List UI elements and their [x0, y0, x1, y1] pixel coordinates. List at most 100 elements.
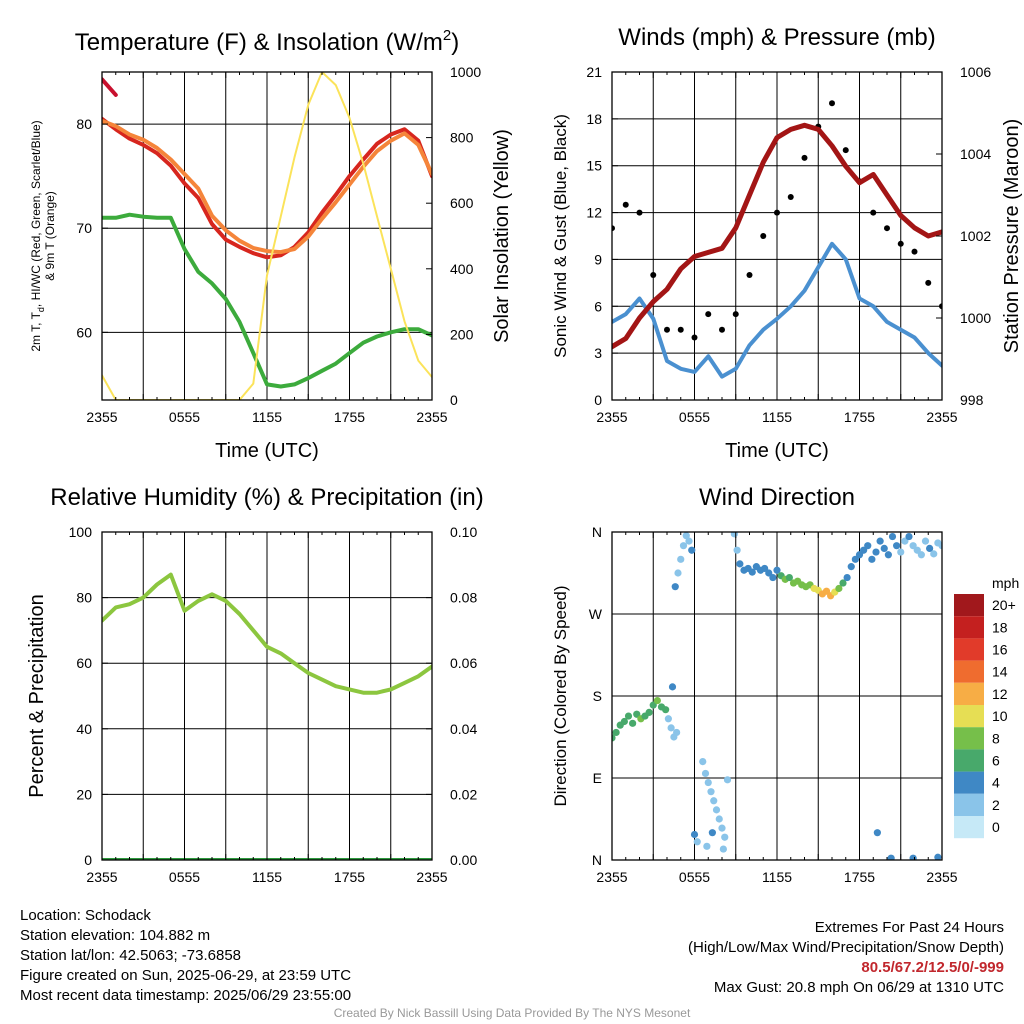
- wind-y2label: Station Pressure (Maroon): [1001, 119, 1023, 354]
- direction-point: [679, 542, 688, 550]
- gust-point: [705, 311, 712, 318]
- colorbar-swatch: [954, 594, 984, 617]
- direction-xtick-label: 0555: [679, 869, 710, 885]
- direction-point: [693, 838, 701, 846]
- colorbar-label: 16: [992, 642, 1008, 658]
- direction-ytick-label: N: [592, 852, 602, 868]
- wind-xtick-label: 1755: [844, 409, 875, 425]
- direction-point: [712, 806, 721, 814]
- direction-point: [887, 854, 895, 860]
- wind-series-sonic-wind: [612, 241, 942, 379]
- direction-point: [633, 710, 641, 718]
- direction-point: [926, 544, 934, 553]
- humidity-xtick-label: 2355: [86, 869, 117, 885]
- temperature-series-td: [102, 212, 432, 389]
- humidity-y2tick-label: 0.10: [450, 524, 477, 540]
- direction-point: [671, 583, 679, 591]
- humidity-ytick-label: 0: [84, 852, 92, 868]
- gust-point: [884, 225, 890, 232]
- max-gust-text: Max Gust: 20.8 mph On 06/29 at 1310 UTC: [713, 979, 1004, 996]
- direction-point: [662, 706, 670, 714]
- gust-point: [787, 193, 794, 200]
- direction-point: [645, 708, 653, 717]
- gust-point: [650, 272, 657, 279]
- temperature-series-2m-t: [102, 116, 432, 260]
- wind-chart-title: Winds (mph) & Pressure (mb): [618, 24, 935, 51]
- temperature-chart-title: Temperature (F) & Insolation (W/m2): [75, 27, 459, 56]
- temperature-xtick-label: 0555: [169, 409, 200, 425]
- temperature-y2tick-label: 800: [450, 130, 474, 146]
- direction-grid: [612, 532, 942, 860]
- direction-xtick-label: 1155: [762, 869, 792, 885]
- wind-ytick-label: 3: [594, 345, 602, 361]
- humidity-y2tick-label: 0.06: [450, 655, 477, 671]
- direction-point: [699, 758, 707, 766]
- temperature-y2tick-label: 1000: [450, 64, 481, 80]
- humidity-grid: [102, 532, 432, 860]
- direction-point: [704, 778, 712, 787]
- direction-point: [930, 550, 938, 558]
- colorbar-label: 8: [992, 730, 1000, 746]
- humidity-panel: 2355 0555 1155 1755 23550204060801000.000.02…: [26, 484, 484, 885]
- direction-point: [934, 853, 942, 860]
- gust-point: [719, 326, 725, 333]
- direction-point: [653, 696, 661, 705]
- direction-point: [876, 537, 884, 545]
- direction-point: [667, 724, 675, 732]
- direction-point: [839, 579, 847, 587]
- direction-point: [629, 719, 637, 727]
- colorbar-swatch: [954, 682, 984, 705]
- direction-point: [921, 537, 930, 545]
- temperature-xtick-label: 1755: [334, 409, 365, 425]
- colorbar-label: 10: [992, 708, 1008, 724]
- created-text: Figure created on Sun, 2025-06-29, at 23…: [20, 967, 352, 984]
- direction-point: [674, 569, 682, 577]
- colorbar-swatch: [954, 660, 984, 683]
- speed-colorbar: mph 20+ 18 16 14 12 10 8 6 4 2 0: [954, 575, 1019, 839]
- direction-point: [901, 537, 909, 545]
- humidity-ytick-label: 40: [76, 721, 92, 737]
- direction-point: [710, 797, 718, 805]
- temperature-xtick-label: 1155: [252, 409, 282, 425]
- direction-point: [872, 548, 880, 556]
- direction-point: [612, 734, 616, 742]
- direction-point: [884, 551, 892, 559]
- direction-ytick-label: W: [589, 606, 603, 622]
- direction-point: [897, 548, 905, 556]
- humidity-ytick-label: 60: [76, 655, 92, 671]
- direction-point: [736, 560, 744, 568]
- temperature-ticks: 2355 0555 1155 1755 235560708002004006008001…: [76, 64, 481, 425]
- wind-xlabel: Time (UTC): [725, 440, 829, 462]
- direction-point: [673, 728, 681, 737]
- humidity-y2tick-label: 0.00: [450, 852, 477, 868]
- elevation-text: Station elevation: 104.882 m: [20, 927, 211, 944]
- temperature-ylabel: 2m T, Td, HI/WC (Red, Green, Scarlet/Blu…: [29, 120, 46, 351]
- direction-point: [723, 776, 732, 784]
- direction-point: [843, 573, 851, 582]
- wind-ytick-label: 12: [586, 205, 602, 221]
- humidity-ytick-label: 20: [76, 786, 92, 802]
- direction-point: [620, 717, 628, 726]
- colorbar-label: 6: [992, 753, 1000, 769]
- wind-grid: [612, 72, 942, 400]
- humidity-ticks: 2355 0555 1155 1755 23550204060801000.000.02…: [69, 524, 478, 885]
- extremes-values: 80.5/67.2/12.5/0/-999: [861, 959, 1004, 976]
- gust-point: [691, 334, 698, 341]
- colorbar-swatch: [954, 771, 984, 794]
- gust-point: [897, 240, 904, 247]
- wind-y2tick-label: 1002: [960, 228, 991, 244]
- direction-ytick-label: E: [593, 770, 602, 786]
- direction-point: [769, 573, 777, 582]
- colorbar-swatch: [954, 816, 984, 839]
- location-text: Location: Schodack: [20, 907, 151, 924]
- direction-series: [612, 532, 942, 860]
- wind-ytick-label: 9: [594, 251, 602, 267]
- gust-point: [612, 225, 615, 232]
- humidity-xtick-label: 2355: [416, 869, 447, 885]
- humidity-chart-title: Relative Humidity (%) & Precipitation (i…: [50, 484, 483, 511]
- direction-point: [909, 542, 917, 550]
- direction-xtick-label: 2355: [596, 869, 627, 885]
- direction-point: [785, 573, 793, 582]
